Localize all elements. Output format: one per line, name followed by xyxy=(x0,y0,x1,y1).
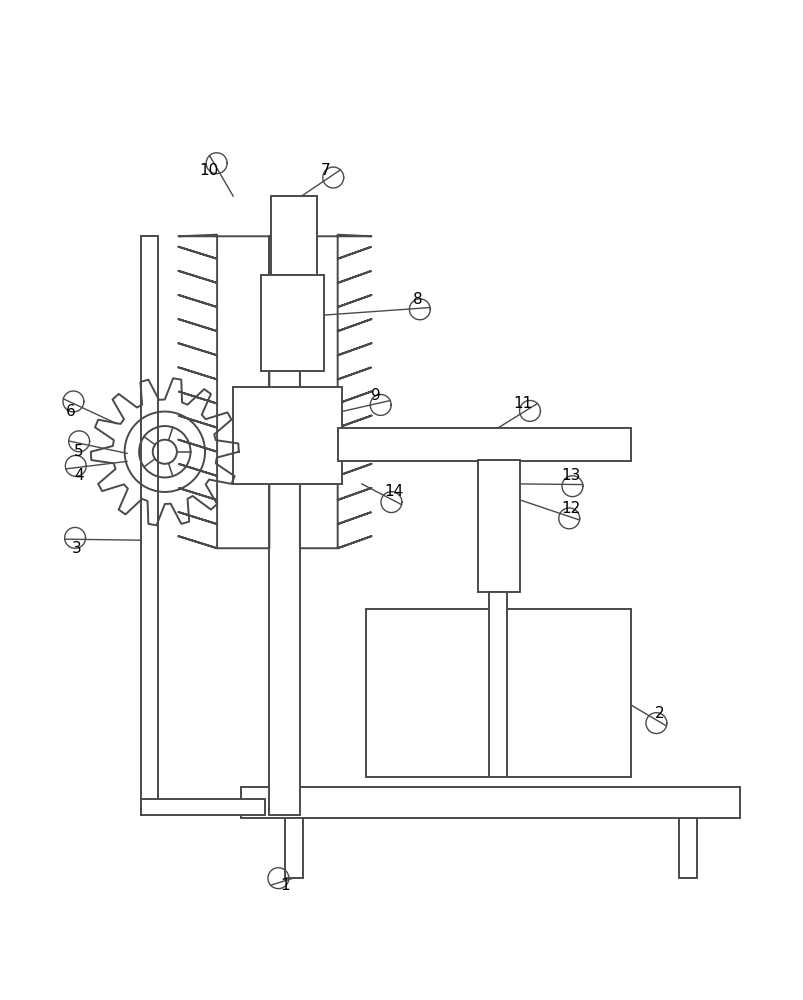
Bar xyxy=(269,236,300,815)
Text: 13: 13 xyxy=(560,468,580,483)
Bar xyxy=(233,387,341,484)
Bar xyxy=(271,196,316,275)
Text: 14: 14 xyxy=(384,484,403,499)
Text: 10: 10 xyxy=(199,163,218,178)
Bar xyxy=(478,460,520,592)
Text: 4: 4 xyxy=(74,468,84,483)
Text: 8: 8 xyxy=(413,292,422,307)
Bar xyxy=(141,799,265,815)
Bar xyxy=(285,818,303,878)
Bar xyxy=(261,275,324,371)
Text: 7: 7 xyxy=(320,163,330,178)
Text: 9: 9 xyxy=(371,388,381,403)
Text: 6: 6 xyxy=(66,404,75,419)
Text: 3: 3 xyxy=(71,541,81,556)
Bar xyxy=(488,592,506,777)
Text: 11: 11 xyxy=(512,396,532,411)
Bar xyxy=(679,818,696,878)
Bar xyxy=(365,609,630,777)
Bar xyxy=(141,236,158,815)
Bar xyxy=(241,787,739,818)
Bar xyxy=(337,428,630,461)
Text: 5: 5 xyxy=(74,444,84,459)
Text: 12: 12 xyxy=(560,501,580,516)
Text: 2: 2 xyxy=(654,706,663,721)
Text: 1: 1 xyxy=(280,878,290,893)
